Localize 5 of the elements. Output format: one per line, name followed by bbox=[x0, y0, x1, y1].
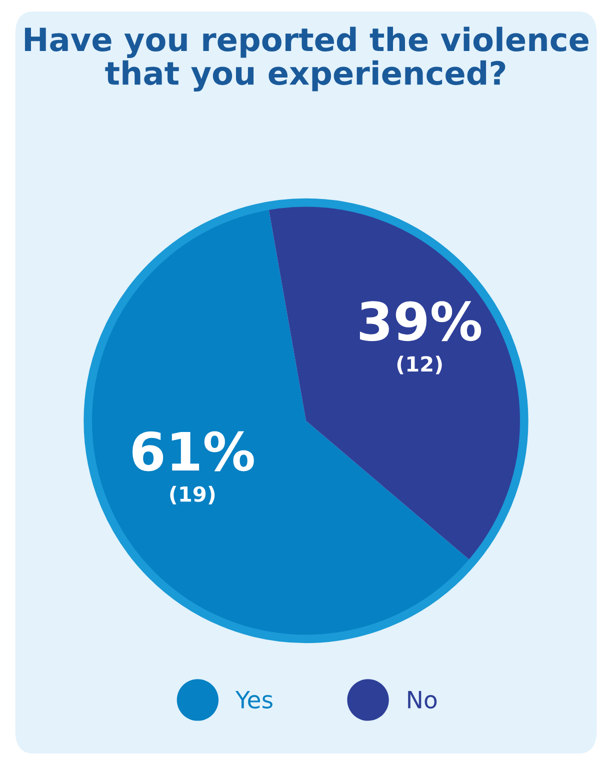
data-label: 39% (12) bbox=[360, 301, 482, 374]
legend-label: No bbox=[408, 691, 437, 709]
chart-title: Have you reported the violence that you experienced? bbox=[24, 26, 588, 92]
legend-label: Yes bbox=[235, 691, 272, 709]
data-label: 61% (19) bbox=[132, 431, 254, 504]
